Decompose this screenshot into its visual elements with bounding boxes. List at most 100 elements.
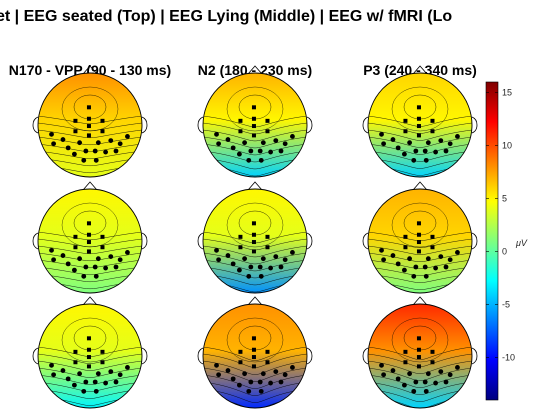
electrode-dot <box>455 365 460 370</box>
head-nose <box>82 65 98 75</box>
electrode-square <box>100 360 105 365</box>
electrode-dot <box>381 141 386 147</box>
contour-line <box>226 86 284 132</box>
electrode-square <box>416 336 421 341</box>
electrode-dot <box>77 140 82 146</box>
electrode-dot <box>407 140 412 146</box>
electrode-square <box>73 118 78 123</box>
electrode-square <box>403 118 408 123</box>
electrode-square <box>416 221 421 226</box>
electrode-dot <box>422 148 428 154</box>
electrode-dot <box>108 369 114 374</box>
contour-line <box>368 143 472 155</box>
electrode-square <box>251 347 256 352</box>
head-outline <box>37 303 143 409</box>
electrode-dot <box>60 368 66 373</box>
contour-line <box>61 86 119 132</box>
electrode-square <box>100 129 105 134</box>
electrode-dot <box>413 264 419 270</box>
electrode-square <box>73 234 78 239</box>
electrode-dot <box>248 264 254 270</box>
electrode-dot <box>225 137 231 142</box>
electrode-square <box>73 360 78 365</box>
electrode-dot <box>92 264 98 270</box>
head-nose <box>412 296 428 306</box>
electrode-dot <box>381 372 386 378</box>
electrode-dot <box>411 388 417 394</box>
colorbar-tick-label: 10 <box>502 141 512 151</box>
contour-line <box>38 115 142 125</box>
head-ear-left <box>197 116 204 134</box>
electrode-dot <box>65 261 71 267</box>
electrode-square <box>265 349 270 354</box>
colorbar-tick-label: -10 <box>502 353 515 363</box>
electrode-dot <box>273 254 279 259</box>
electrode-dot <box>95 140 101 146</box>
electrode-dot <box>248 379 254 385</box>
contour-line <box>203 374 307 389</box>
electrode-square <box>86 355 91 360</box>
electrode-square <box>251 336 256 341</box>
electrode-square <box>251 124 256 129</box>
topomap <box>32 181 148 294</box>
electrode-square <box>251 355 256 360</box>
electrode-square <box>86 133 91 138</box>
electrode-dot <box>246 273 252 279</box>
electrode-square <box>430 245 435 250</box>
electrode-square <box>416 116 421 121</box>
electrode-dot <box>65 376 71 382</box>
contour-line <box>38 266 142 276</box>
contour-line <box>38 273 142 283</box>
electrode-square <box>403 245 408 250</box>
electrode-square <box>416 124 421 129</box>
electrode-dot <box>113 148 119 154</box>
electrode-square <box>86 240 91 245</box>
electrode-dot <box>447 257 453 263</box>
electrode-dot <box>273 369 279 374</box>
electrode-dot <box>49 247 54 253</box>
electrode-dot <box>216 372 222 378</box>
electrode-dot <box>93 388 99 394</box>
electrode-dot <box>379 247 384 253</box>
contour-line <box>38 129 142 139</box>
electrode-square <box>403 129 408 134</box>
electrode-dot <box>108 138 114 144</box>
electrode-square <box>403 234 408 239</box>
contour-line <box>203 259 307 272</box>
electrode-dot <box>237 151 242 157</box>
electrode-dot <box>425 140 431 146</box>
electrode-dot <box>92 379 98 385</box>
head-ear-left <box>197 347 204 365</box>
electrode-dot <box>51 372 56 378</box>
electrode-square <box>251 240 256 245</box>
electrode-dot <box>81 273 87 279</box>
colorbar-tick-label: -5 <box>502 300 510 310</box>
contour-line <box>368 346 472 361</box>
electrode-dot <box>230 261 236 267</box>
colorbar-tick-label: 5 <box>502 194 507 204</box>
electrode-dot <box>258 157 264 163</box>
contour-line <box>203 245 307 258</box>
contour-line <box>203 129 307 142</box>
head-ear-left <box>32 232 39 250</box>
electrode-dot <box>242 140 248 146</box>
contour-line <box>368 367 472 382</box>
contour-line <box>203 273 307 286</box>
head-outline <box>367 188 473 294</box>
electrode-dot <box>447 372 453 378</box>
electrode-square <box>251 249 256 254</box>
contour-line <box>38 388 142 399</box>
electrode-dot <box>246 388 252 394</box>
electrode-square <box>86 105 91 110</box>
electrode-dot <box>216 257 222 263</box>
electrode-dot <box>49 131 54 137</box>
electrode-dot <box>95 256 101 262</box>
electrode-dot <box>443 264 449 270</box>
contour-line <box>61 317 119 363</box>
head-ear-right <box>306 347 313 365</box>
electrode-square <box>403 349 408 354</box>
head-outline <box>202 188 308 294</box>
electrode-square <box>100 349 105 354</box>
electrode-dot <box>282 141 288 147</box>
contour-line <box>203 346 307 361</box>
